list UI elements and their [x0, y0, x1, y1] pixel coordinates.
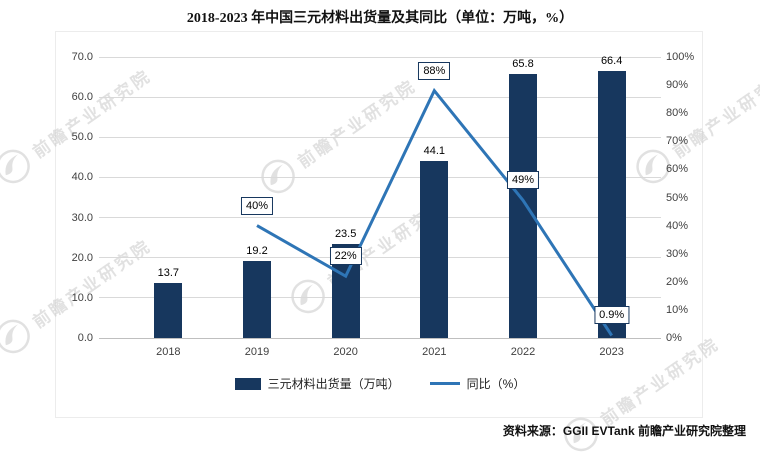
grid-line: [99, 176, 661, 178]
bar-value-label: 23.5: [334, 227, 357, 240]
x-axis-label: 2019: [244, 346, 270, 358]
bar-value-label: 19.2: [246, 244, 268, 257]
legend-item-shipments: 三元材料出货量（万吨）: [234, 375, 400, 392]
grid-line: [99, 297, 661, 299]
legend-bar-marker: [234, 377, 261, 390]
bar: [509, 73, 537, 338]
plot-area: 0.0 10.0 20.0 30.0 40.0 50.0 60.0 70.0 0% 10% 20% 3…: [71, 51, 695, 358]
y-axis-tick-right: 90%: [666, 79, 689, 92]
y-axis-tick-right: 80%: [666, 107, 689, 120]
y-axis-tick-left: 50.0: [71, 131, 93, 144]
legend: 三元材料出货量（万吨） 同比（%）: [0, 375, 760, 392]
y-axis-tick-right: 70%: [666, 135, 689, 148]
y-axis-tick-left: 60.0: [71, 91, 93, 104]
source-text: 资料来源：GGII EVTank 前瞻产业研究院整理: [502, 424, 746, 438]
bar-value-label: 66.4: [600, 55, 623, 68]
x-axis-line: [99, 337, 661, 339]
y-axis-tick-right: 10%: [666, 303, 689, 316]
x-axis-label: 2022: [510, 346, 536, 358]
watermark: 前瞻产业研究院: [0, 227, 159, 361]
legend-line-marker: [429, 382, 460, 385]
grid-line: [99, 217, 661, 219]
bar: [597, 71, 626, 338]
x-axis-label: 2018: [156, 346, 181, 358]
x-axis-label: 2023: [599, 346, 624, 358]
bar: [420, 160, 449, 338]
bar-value-label: 44.1: [423, 144, 446, 157]
y-axis-tick-right: 0%: [666, 332, 682, 344]
y-axis-tick-right: 100%: [666, 51, 695, 63]
y-axis-tick-left: 30.0: [71, 211, 93, 224]
bar-value-label: 65.8: [512, 57, 534, 70]
grid-line: [99, 96, 661, 98]
grid-line: [99, 56, 661, 58]
grid-line: [99, 257, 661, 259]
line-data-label: 22%: [329, 247, 362, 266]
y-axis-tick-left: 70.0: [71, 51, 93, 63]
line-data-label: 40%: [240, 196, 274, 215]
x-axis-label: 2021: [422, 346, 447, 358]
chart-frame: [55, 31, 703, 418]
bar: [243, 260, 271, 338]
y-axis-tick-left: 10.0: [71, 291, 93, 304]
line-data-label: 88%: [418, 61, 451, 80]
line-data-label: 49%: [506, 171, 540, 190]
qianzhan-logo-icon: [0, 319, 30, 354]
watermark: 前瞻产业研究院: [0, 57, 159, 191]
chart-title: 2018-2023 年中国三元材料出货量及其同比（单位：万吨，%）: [186, 11, 574, 26]
y-axis-tick-right: 40%: [666, 219, 689, 232]
x-axis-label: 2020: [333, 346, 358, 358]
y-axis-tick-right: 20%: [666, 275, 689, 288]
watermark: 前瞻产业研究院: [628, 57, 760, 191]
y-axis-tick-left: 40.0: [71, 171, 93, 184]
qianzhan-logo-icon: [0, 149, 30, 184]
y-axis-tick-right: 60%: [666, 163, 689, 176]
legend-line-label: 同比（%）: [466, 377, 526, 391]
bar: [154, 283, 183, 338]
grid-line: [99, 136, 661, 138]
legend-item-yoy: 同比（%）: [429, 375, 526, 392]
line-data-label: 0.9%: [594, 306, 630, 325]
y-axis-tick-left: 20.0: [71, 251, 93, 264]
y-axis-tick-right: 30%: [666, 247, 689, 260]
y-axis-tick-left: 0.0: [77, 332, 93, 344]
qianzhan-logo-icon: [636, 149, 670, 184]
legend-bar-label: 三元材料出货量（万吨）: [267, 377, 400, 391]
bar-value-label: 13.7: [157, 267, 180, 279]
y-axis-tick-right: 50%: [666, 191, 689, 204]
